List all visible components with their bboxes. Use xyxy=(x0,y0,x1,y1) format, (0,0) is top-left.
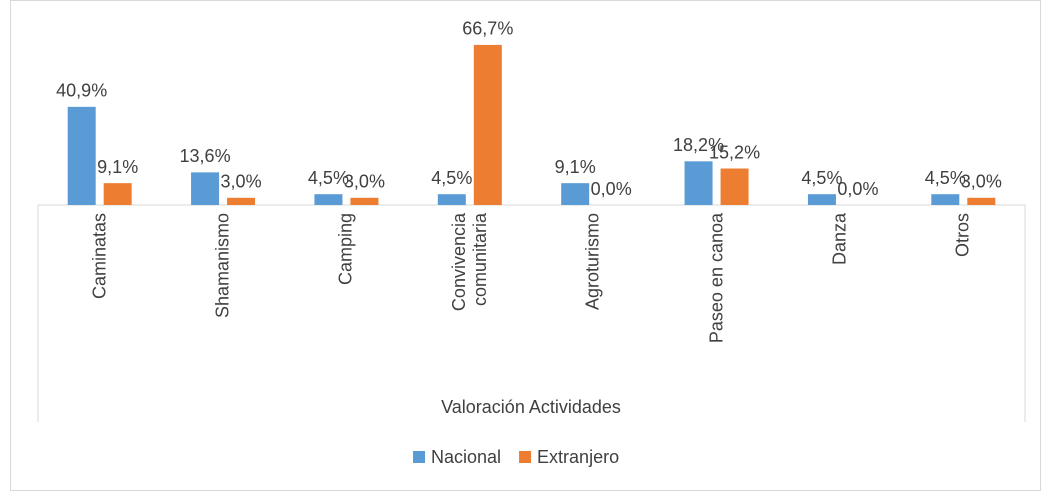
data-label: 40,9% xyxy=(56,81,107,101)
data-label: 0,0% xyxy=(837,179,878,199)
data-label: 4,5% xyxy=(925,168,966,188)
bar xyxy=(473,44,502,205)
legend-label: Nacional xyxy=(431,447,501,467)
data-label: 0,0% xyxy=(591,179,632,199)
bar xyxy=(67,106,96,205)
data-label: 3,0% xyxy=(221,172,262,192)
bar xyxy=(561,183,590,205)
data-label: 9,1% xyxy=(555,157,596,177)
data-label: 4,5% xyxy=(431,168,472,188)
bar xyxy=(103,183,132,205)
chart-border xyxy=(10,0,1041,491)
data-label: 66,7% xyxy=(462,19,513,39)
x-tick-label: Agroturismo xyxy=(582,213,603,311)
bar xyxy=(227,197,256,205)
bar xyxy=(931,194,960,205)
legend-swatch xyxy=(519,451,532,463)
x-axis-title: Valoración Actividades xyxy=(441,397,621,417)
data-label: 3,0% xyxy=(344,172,385,192)
x-tick-label: Shamanismo xyxy=(212,213,233,319)
legend-swatch xyxy=(413,451,425,463)
data-label: 18,2% xyxy=(673,135,724,155)
legend-label: Extranjero xyxy=(537,447,619,467)
bar xyxy=(350,197,379,205)
data-label: 9,1% xyxy=(97,157,138,177)
x-tick-label: Caminatas xyxy=(89,213,110,300)
bar xyxy=(807,194,836,205)
bar xyxy=(314,194,343,205)
data-label: 3,0% xyxy=(961,172,1002,192)
bar xyxy=(967,197,996,205)
data-label: 4,5% xyxy=(801,168,842,188)
bar xyxy=(191,172,220,205)
x-tick-label: Convivencia comunitaria xyxy=(448,213,490,312)
x-tick-label: Camping xyxy=(335,213,356,286)
bar xyxy=(684,161,713,205)
bar xyxy=(437,194,466,205)
data-label: 4,5% xyxy=(308,168,349,188)
data-label: 13,6% xyxy=(180,146,231,166)
x-tick-label: Otros xyxy=(952,213,973,258)
x-tick-label: Paseo en canoa xyxy=(706,213,727,344)
data-label: 15,2% xyxy=(709,142,760,162)
x-tick-label: Danza xyxy=(829,213,850,266)
bar xyxy=(720,168,749,205)
